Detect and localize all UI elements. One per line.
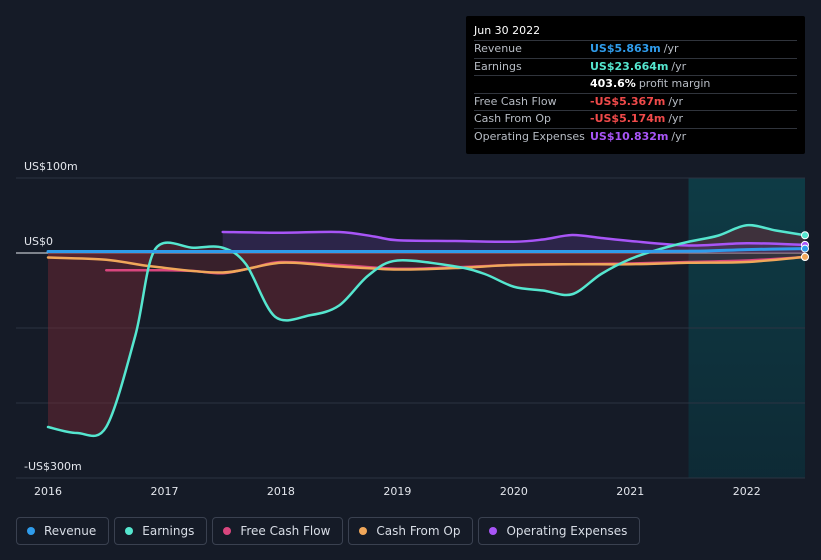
y-label-top: US$100m	[24, 160, 78, 173]
tooltip-label: Cash From Op	[474, 112, 552, 125]
legend-dot-icon	[27, 527, 35, 535]
tooltip-value: US$5.863m	[590, 42, 661, 55]
tooltip-date: Jun 30 2022	[474, 22, 797, 41]
tooltip-unit: /yr	[671, 129, 687, 143]
legend-label: Operating Expenses	[506, 524, 628, 538]
legend-revenue[interactable]: Revenue	[16, 517, 110, 545]
tooltip-row-cash-from-op: Cash From Op -US$5.174m /yr	[474, 111, 797, 129]
tooltip-label: Operating Expenses	[474, 129, 585, 143]
tooltip-unit: /yr	[668, 112, 684, 125]
tooltip-unit: profit margin	[638, 77, 711, 90]
legend-operating-expenses[interactable]: Operating Expenses	[478, 517, 641, 545]
legend-label: Cash From Op	[376, 524, 461, 538]
end-markers	[801, 231, 809, 262]
tooltip-label	[474, 76, 590, 93]
legend-dot-icon	[223, 527, 232, 535]
tooltip-label: Free Cash Flow	[474, 94, 557, 108]
x-tick-label: 2022	[733, 485, 761, 498]
tooltip-unit: /yr	[668, 94, 684, 108]
line-cash-from-op	[46, 255, 807, 274]
tooltip-unit: /yr	[671, 59, 687, 73]
financial-chart: US$100m US$0 -US$300m 2016 2017 2018 2019 20…	[16, 160, 809, 498]
tooltip-value: 403.6%	[590, 77, 636, 90]
tooltip-label: Earnings	[474, 59, 522, 73]
legend-earnings[interactable]: Earnings	[114, 517, 208, 545]
legend-dot-icon	[489, 527, 498, 535]
x-tick-label: 2018	[267, 485, 295, 498]
y-label-bottom: -US$300m	[24, 460, 82, 473]
tooltip-row-revenue: Revenue US$5.863m /yr	[474, 41, 797, 59]
legend-label: Revenue	[44, 524, 97, 538]
tooltip-unit: /yr	[663, 42, 679, 55]
series-lines	[46, 223, 807, 438]
tooltip-row-earnings: Earnings US$23.664m /yr	[474, 59, 797, 76]
end-dot-earnings	[801, 231, 809, 240]
x-tick-label: 2020	[500, 485, 528, 498]
x-tick-label: 2019	[383, 485, 411, 498]
end-dot-revenue	[801, 244, 809, 253]
end-dot-cash-from-op	[801, 252, 809, 261]
tooltip-value: US$10.832m	[590, 129, 669, 143]
tooltip-label: Revenue	[474, 42, 522, 55]
legend-dot-icon	[125, 527, 134, 535]
chart-legend: Revenue Earnings Free Cash Flow Cash Fro…	[16, 517, 641, 547]
tooltip-value: -US$5.367m	[590, 94, 666, 108]
y-label-zero: US$0	[24, 235, 53, 248]
legend-dot-icon	[359, 527, 368, 535]
tooltip-row-operating-expenses: Operating Expenses US$10.832m /yr	[474, 129, 797, 146]
tooltip-value: -US$5.174m	[590, 112, 666, 125]
tooltip-row-free-cash-flow: Free Cash Flow -US$5.367m /yr	[474, 94, 797, 111]
tooltip-value: US$23.664m	[590, 59, 669, 73]
legend-free-cash-flow[interactable]: Free Cash Flow	[212, 517, 344, 545]
data-tooltip: Jun 30 2022 Revenue US$5.863m /yr Earnin…	[466, 16, 805, 154]
area-earnings	[48, 225, 805, 436]
line-revenue	[46, 247, 807, 254]
x-tick-label: 2017	[150, 485, 178, 498]
legend-label: Free Cash Flow	[240, 524, 331, 538]
tooltip-row-margin: 403.6% profit margin	[474, 76, 797, 94]
x-tick-label: 2021	[616, 485, 644, 498]
legend-cash-from-op[interactable]: Cash From Op	[348, 517, 474, 545]
line-operating-expenses	[221, 230, 807, 247]
x-axis-ticks: 2016 2017 2018 2019 2020 2021 2022	[34, 485, 761, 498]
legend-label: Earnings	[142, 524, 195, 538]
x-tick-label: 2016	[34, 485, 62, 498]
